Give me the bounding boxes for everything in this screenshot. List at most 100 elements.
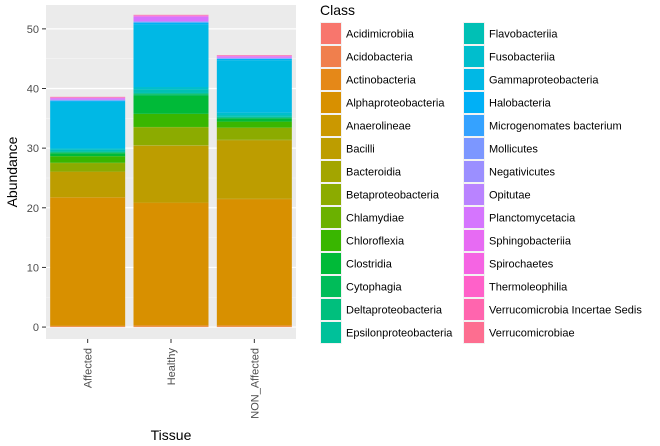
legend-label: Chloroflexia [346, 236, 405, 248]
legend-swatch [321, 92, 341, 113]
bar-segment [50, 153, 126, 157]
bar-segment [216, 325, 292, 327]
bar-segment [50, 197, 126, 198]
bar-segment [133, 94, 209, 96]
bar-segment [50, 197, 126, 326]
legend-swatch [464, 184, 484, 205]
legend-label: Verrucomicrobia Incertae Sedis [489, 305, 642, 317]
bar-segment [50, 100, 126, 102]
legend-swatch [464, 92, 484, 113]
bar-segment [216, 60, 292, 113]
bar-segment [50, 98, 126, 100]
legend-label: Planctomycetacia [489, 213, 576, 225]
bar-segment [133, 145, 209, 146]
legend-swatch [321, 69, 341, 90]
bar-segment [50, 163, 126, 172]
legend-label: Halobacteria [489, 98, 552, 110]
legend-label: Acidimicrobiia [346, 29, 415, 41]
legend-swatch [321, 161, 341, 182]
legend-swatch [464, 207, 484, 228]
legend-swatch [464, 230, 484, 251]
legend-swatch [321, 276, 341, 297]
bar-segment [216, 139, 292, 141]
legend-label: Negativicutes [489, 167, 556, 179]
legend-label: Gammaproteobacteria [489, 75, 599, 87]
bar-segment [133, 202, 209, 204]
y-axis-title: Abundance [4, 136, 20, 207]
bar-segment [50, 171, 126, 172]
legend-label: Verrucomicrobiae [489, 328, 575, 340]
bar-segment [50, 152, 126, 153]
legend-label: Anaerolineae [346, 121, 411, 133]
legend-swatch [321, 322, 341, 343]
legend-swatch [464, 276, 484, 297]
legend-title: Class [320, 2, 355, 18]
bar-segment [133, 325, 209, 327]
x-tick-label: Healthy [166, 348, 178, 386]
legend-label: Microgenomates bacterium [489, 121, 622, 133]
bar-segment [133, 127, 209, 146]
legend-label: Sphingobacteriia [489, 236, 572, 248]
bar-segment [133, 203, 209, 326]
legend-label: Opitutae [489, 190, 531, 202]
bar-segment [50, 152, 126, 154]
bar-segment [50, 148, 126, 150]
y-axis: 0 10 20 30 40 50 [27, 24, 46, 334]
bar-segment [216, 116, 292, 118]
legend-swatch [464, 115, 484, 136]
legend-swatch [321, 46, 341, 67]
bar-segment [133, 16, 209, 22]
legend-label: Epsilonproteobacteria [346, 328, 453, 340]
legend-label: Chlamydiae [346, 213, 404, 225]
bar-segment [216, 117, 292, 119]
legend-swatch [321, 299, 341, 320]
bar-segment [216, 115, 292, 117]
legend-swatch [321, 138, 341, 159]
bar-segment [133, 16, 209, 17]
legend-label: Deltaproteobacteria [346, 305, 443, 317]
legend-label: Flavobacteriia [489, 29, 558, 41]
legend-swatch [464, 299, 484, 320]
legend-label: Betaproteobacteria [346, 190, 440, 202]
bar-segment [133, 87, 209, 90]
bar-segment [216, 112, 292, 116]
bar-segment [50, 151, 126, 153]
bar-segment [216, 56, 292, 58]
legend-label: Thermoleophilia [489, 282, 568, 294]
legend-swatch [321, 115, 341, 136]
y-tick-label: 0 [33, 322, 39, 334]
x-axis: Affected Healthy NON_Affected [83, 348, 262, 419]
bar-segment [133, 93, 209, 95]
legend-label: Fusobacteriia [489, 52, 556, 64]
bars [50, 14, 292, 328]
bar-segment [133, 89, 209, 93]
bar-segment [216, 121, 292, 128]
bar-segment [133, 92, 209, 94]
bar-segment [133, 24, 209, 88]
legend: Class Acidimicrobiia Acidobacteria Actinob… [320, 2, 642, 344]
y-tick-label: 20 [27, 203, 39, 215]
legend-swatch [321, 23, 341, 44]
legend-label: Mollicutes [489, 144, 538, 156]
y-tick-label: 50 [27, 24, 39, 36]
bar-segment [216, 118, 292, 119]
legend-label: Spirochaetes [489, 259, 554, 271]
legend-swatch [464, 322, 484, 343]
legend-label: Clostridia [346, 259, 393, 271]
legend-label: Cytophagia [346, 282, 403, 294]
bar-segment [216, 58, 292, 61]
legend-swatch [464, 138, 484, 159]
legend-label: Bacteroidia [346, 167, 402, 179]
bar-segment [216, 199, 292, 326]
y-tick-label: 10 [27, 262, 39, 274]
bar-segment [50, 101, 126, 149]
legend-swatch [464, 46, 484, 67]
x-tick-label: NON_Affected [249, 348, 261, 419]
bar-segment [133, 15, 209, 17]
y-tick-label: 40 [27, 84, 39, 96]
bar-segment [133, 22, 209, 25]
legend-label: Actinobacteria [346, 75, 417, 87]
x-axis-title: Tissue [151, 427, 192, 443]
legend-label: Alphaproteobacteria [346, 98, 445, 110]
